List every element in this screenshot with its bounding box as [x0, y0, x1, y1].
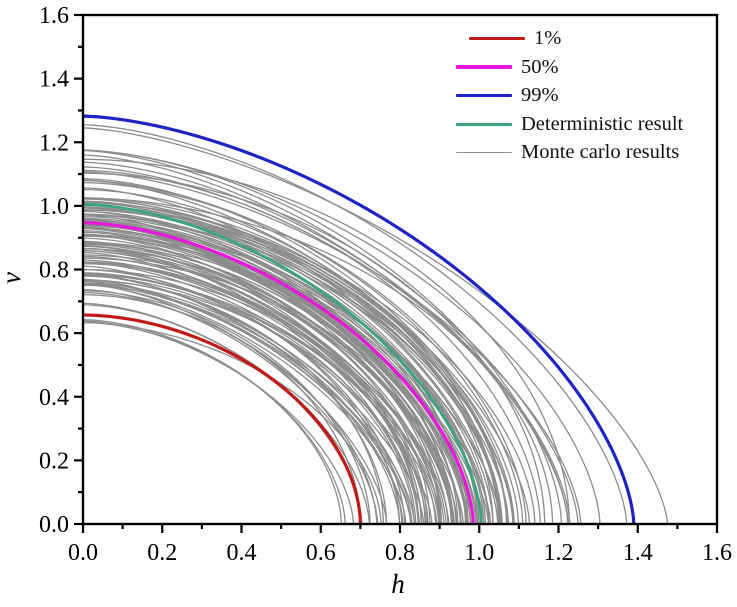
- legend-line-deterministic-icon: [456, 122, 512, 126]
- monte-carlo-curve: [83, 274, 413, 524]
- monte-carlo-curve: [83, 261, 428, 524]
- y-tick-label: 0.6: [39, 321, 69, 347]
- monte-carlo-curve: [83, 205, 508, 524]
- monte-carlo-curve: [83, 291, 378, 524]
- monte-carlo-curve: [83, 201, 536, 524]
- monte-carlo-curve: [83, 273, 429, 524]
- legend-label-99pct: 99%: [521, 84, 559, 107]
- monte-carlo-curve: [83, 187, 499, 524]
- y-tick-label: 0.0: [39, 512, 69, 538]
- monte-carlo-curve: [83, 243, 453, 524]
- legend-item-deterministic: Deterministic result: [456, 110, 683, 139]
- percentile-curves: [83, 114, 636, 524]
- monte-carlo-curve: [83, 179, 531, 524]
- monte-carlo-curve: [83, 169, 541, 524]
- monte-carlo-curve: [83, 272, 417, 524]
- monte-carlo-curve: [83, 219, 477, 524]
- monte-carlo-curve: [83, 218, 467, 524]
- monte-carlo-curve: [83, 321, 342, 524]
- monte-carlo-curve: [83, 282, 388, 524]
- x-tick-label: 0.6: [306, 540, 336, 566]
- monte-carlo-curve: [83, 166, 571, 524]
- legend-item-50pct: 50%: [456, 53, 683, 82]
- legend-line-99pct-icon: [456, 93, 512, 98]
- y-tick-label: 0.4: [39, 385, 69, 411]
- legend-line-1pct-icon: [469, 36, 525, 40]
- monte-carlo-curve: [83, 149, 563, 524]
- monte-carlo-curve: [83, 227, 468, 524]
- x-tick-label: 0.4: [227, 540, 257, 566]
- x-tick-label: 0.0: [68, 540, 98, 566]
- x-tick-label: 1.2: [544, 540, 574, 566]
- monte-carlo-curve: [83, 265, 433, 524]
- monte-carlo-curve: [83, 263, 420, 524]
- curve-1-: [83, 313, 362, 524]
- legend-label-50pct: 50%: [521, 55, 559, 78]
- curve-deterministic-result: [83, 202, 483, 524]
- x-tick-label: 1.4: [623, 540, 653, 566]
- monte-carlo-curve: [83, 255, 437, 524]
- monte-carlo-curve: [83, 249, 447, 524]
- monte-carlo-curve: [83, 290, 371, 524]
- monte-carlo-curve: [83, 197, 554, 524]
- y-tick-label: 1.0: [39, 194, 69, 220]
- monte-carlo-outlier-curve: [83, 321, 382, 524]
- legend-label-1pct: 1%: [534, 27, 562, 50]
- y-tick-label: 1.6: [39, 3, 69, 29]
- legend: 1% 50% 99% Deterministic result Monte ca…: [456, 24, 683, 167]
- monte-carlo-curve: [83, 149, 579, 524]
- monte-carlo-curve: [83, 294, 362, 524]
- y-tick-label: 0.2: [39, 448, 69, 474]
- monte-carlo-curve: [83, 227, 490, 524]
- y-tick-label: 1.4: [39, 67, 69, 93]
- legend-item-monte-carlo: Monte carlo results: [456, 138, 683, 167]
- monte-carlo-curves: [83, 124, 669, 524]
- monte-carlo-curve: [83, 206, 494, 524]
- monte-carlo-curve: [83, 279, 385, 524]
- monte-carlo-curve: [83, 245, 440, 524]
- y-tick-label: 1.2: [39, 130, 69, 156]
- monte-carlo-curve: [83, 188, 508, 524]
- legend-label-monte-carlo: Monte carlo results: [521, 141, 680, 164]
- y-axis-label: v: [0, 272, 26, 284]
- monte-carlo-outlier-curve: [83, 124, 628, 524]
- x-tick-label: 1.0: [464, 540, 494, 566]
- x-axis-label: h: [391, 569, 405, 599]
- curve-99-: [83, 114, 636, 524]
- legend-line-monte-carlo-icon: [456, 151, 512, 154]
- monte-carlo-curve: [83, 235, 443, 524]
- legend-line-50pct-icon: [456, 65, 512, 69]
- monte-carlo-outlier-curve: [83, 127, 669, 524]
- monte-carlo-curve: [83, 257, 453, 524]
- monte-carlo-curve: [83, 213, 503, 524]
- monte-carlo-curve: [83, 233, 464, 524]
- monte-carlo-curve: [83, 181, 527, 524]
- y-tick-label: 0.8: [39, 258, 69, 284]
- monte-carlo-curve: [83, 288, 379, 524]
- x-tick-label: 0.8: [385, 540, 415, 566]
- x-tick-label: 1.6: [702, 540, 732, 566]
- axis-ticks: 0.0 0.2 0.4 0.6 0.8 1.0 1.2 1.4 1.6 0.0 0.2 0.4 0.6 0…: [39, 3, 732, 566]
- monte-carlo-curve: [83, 158, 571, 524]
- legend-item-1pct: 1%: [469, 24, 683, 53]
- monte-carlo-curve: [83, 154, 569, 524]
- legend-item-99pct: 99%: [456, 81, 683, 110]
- monte-carlo-curve: [83, 283, 388, 524]
- monte-carlo-curve: [83, 275, 415, 524]
- monte-carlo-curve: [83, 242, 452, 524]
- x-tick-label: 0.2: [147, 540, 177, 566]
- curve-50-: [83, 221, 475, 524]
- legend-label-deterministic: Deterministic result: [521, 112, 684, 135]
- monte-carlo-curve: [83, 282, 404, 524]
- monte-carlo-curve: [83, 179, 524, 524]
- monte-carlo-curve: [83, 221, 467, 524]
